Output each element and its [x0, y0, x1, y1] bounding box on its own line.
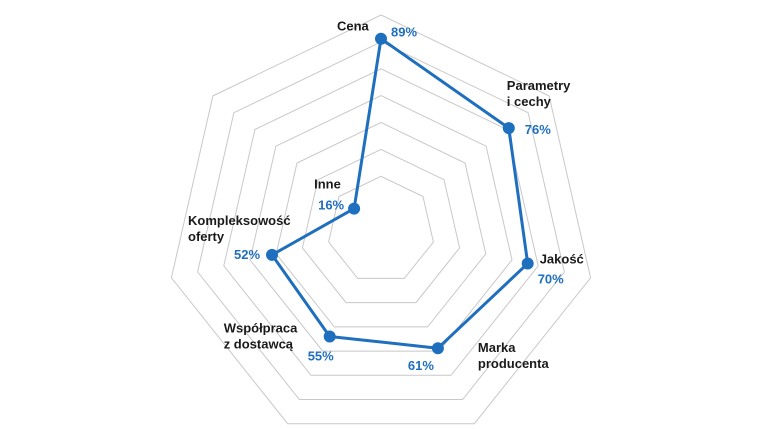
series-line: [270, 37, 530, 350]
grid-ring: [328, 175, 434, 279]
value-label: 76%: [525, 122, 551, 137]
grid-ring: [275, 121, 487, 328]
data-point: [323, 330, 336, 343]
data-point: [502, 122, 515, 135]
value-label: 55%: [308, 349, 334, 364]
category-label: Inne: [314, 177, 341, 192]
data-point: [521, 257, 534, 270]
value-labels: 89% 76% 70% 61% 55% 52% 16%: [234, 25, 564, 374]
data-point: [348, 202, 361, 215]
grid-ring: [249, 95, 513, 352]
category-label: Współpraca z dostawcą: [224, 321, 298, 352]
data-point: [375, 32, 387, 45]
category-label: Marka producenta: [478, 340, 550, 371]
value-label: 61%: [408, 358, 434, 373]
data-point: [266, 248, 278, 261]
value-label: 52%: [234, 247, 260, 262]
grid-ring: [197, 41, 565, 400]
grid-ring: [301, 148, 461, 304]
category-label: Jakość: [540, 252, 584, 267]
category-label: Cena: [337, 19, 370, 34]
value-label: 89%: [391, 25, 417, 40]
category-label: Kompleksowość oferty: [188, 213, 291, 244]
value-label: 70%: [538, 272, 564, 287]
category-labels: Cena Parametry i cechy Jakość Marka producent…: [188, 19, 584, 372]
category-label: Parametry i cechy: [507, 78, 571, 109]
value-label: 16%: [318, 198, 344, 213]
grid-ring: [170, 14, 592, 425]
data-points: [266, 32, 534, 355]
data-point: [431, 342, 444, 355]
